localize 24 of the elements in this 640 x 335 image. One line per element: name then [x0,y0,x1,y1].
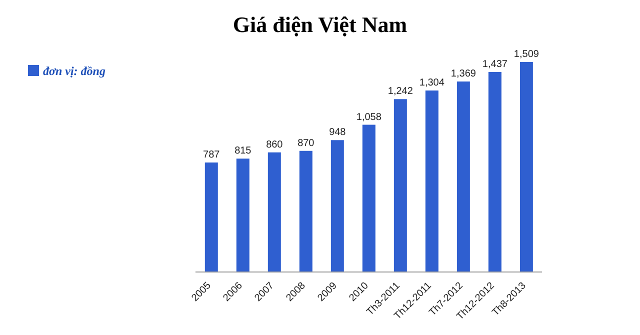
data-label: 870 [298,138,315,149]
data-label: 1,304 [419,78,445,89]
data-label: 1,058 [356,112,382,123]
data-label: 1,369 [450,68,476,80]
bar [488,72,502,272]
bar [456,81,470,272]
data-label: 1,509 [514,49,540,60]
data-label: 787 [203,149,220,160]
data-label: 1,242 [388,86,414,98]
legend-label: đơn vị: đồng [43,64,106,78]
chart-title: Giá điện Việt Nam [232,11,408,39]
data-label: 860 [266,139,284,150]
bar [362,124,376,272]
bar [425,90,438,272]
bar [204,162,218,272]
data-label: 1,437 [482,59,508,70]
bar [394,99,407,272]
data-label: 815 [234,146,252,157]
bar [299,150,312,272]
bar [268,152,281,272]
bar [236,158,250,272]
bar [330,140,344,272]
bar [520,62,533,272]
data-label: 948 [329,127,346,138]
